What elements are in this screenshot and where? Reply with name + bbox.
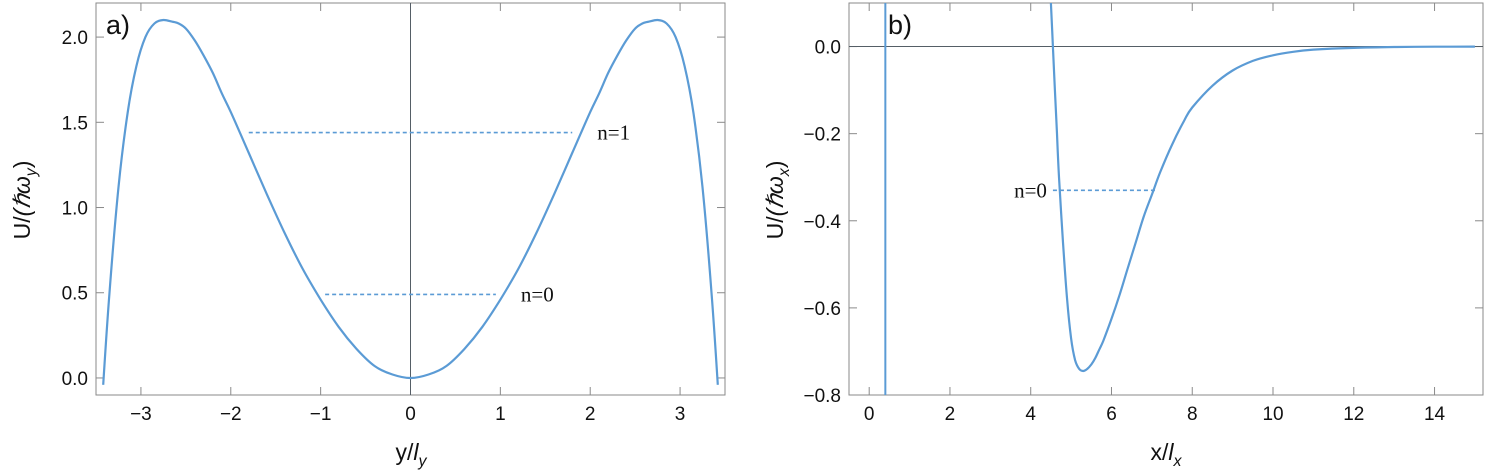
x-tick-label: 4 xyxy=(1025,404,1036,425)
y-tick-label: 1.5 xyxy=(62,113,88,134)
y-tick-label: −0.6 xyxy=(803,299,841,320)
x-tick-label: 0 xyxy=(405,404,416,425)
panel-label: a) xyxy=(106,10,130,40)
y-axis-label: U/(ℏωx) xyxy=(762,161,793,240)
y-tick-label: 0.5 xyxy=(62,284,88,305)
y-tick-label: −0.2 xyxy=(803,125,841,146)
plot-frame xyxy=(848,2,1484,396)
x-tick-label: −3 xyxy=(130,404,152,425)
x-tick-label: −2 xyxy=(220,404,242,425)
x-axis-label: x/lx xyxy=(1150,439,1182,470)
y-tick-label: 0.0 xyxy=(815,38,841,59)
x-tick-label: 3 xyxy=(675,404,686,425)
x-tick-label: 2 xyxy=(585,404,596,425)
x-tick-label: 6 xyxy=(1106,404,1117,425)
x-tick-label: 1 xyxy=(495,404,506,425)
y-tick-label: −0.8 xyxy=(803,386,841,407)
potential-curve xyxy=(102,18,719,385)
potential-curve xyxy=(1049,3,1475,373)
chart-panel-a: −3 −2 −1 0 1 2 3 0.0 0.5 1.0 1.5 2.0 n=1 n=0 a) y/ly U/(… xyxy=(9,2,726,470)
x-tick-label: 14 xyxy=(1424,404,1446,425)
panel-label: b) xyxy=(888,10,912,40)
y-axis-label: U/(ℏωy) xyxy=(9,161,40,240)
x-tick-label: 2 xyxy=(945,404,956,425)
x-tick-label: 0 xyxy=(864,404,875,425)
x-tick-label: 8 xyxy=(1187,404,1198,425)
y-tick-label: 1.0 xyxy=(62,199,88,220)
energy-level-label: n=0 xyxy=(521,282,554,306)
energy-level-label: n=1 xyxy=(597,121,630,145)
energy-level-label: n=0 xyxy=(1014,178,1047,202)
x-tick-label: −1 xyxy=(310,404,332,425)
y-tick-label: −0.4 xyxy=(803,212,841,233)
x-tick-label: 10 xyxy=(1262,404,1283,425)
chart-panel-b: 0 2 4 6 8 10 12 14 −0.8 −0.6 −0.4 −0.2 0.0 n=0 b) x/lx U… xyxy=(762,2,1484,470)
y-tick-label: 0.0 xyxy=(62,369,88,390)
x-axis-label: y/ly xyxy=(395,439,427,470)
x-tick-label: 12 xyxy=(1343,404,1364,425)
y-tick-label: 2.0 xyxy=(62,28,88,49)
